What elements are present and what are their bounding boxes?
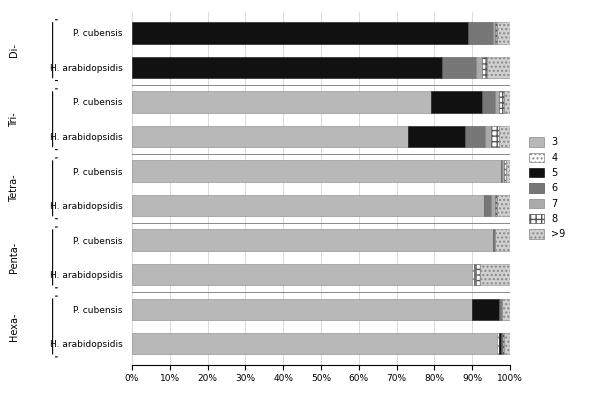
Bar — [505, 333, 510, 354]
Bar — [499, 91, 505, 113]
Bar — [499, 126, 510, 147]
Bar — [132, 91, 431, 113]
Bar — [505, 91, 510, 113]
Bar — [132, 333, 497, 354]
Bar — [484, 195, 491, 216]
Bar — [495, 195, 497, 216]
Text: Tri-: Tri- — [8, 112, 19, 127]
Bar — [506, 160, 510, 182]
Bar — [499, 298, 500, 320]
Legend: 3, 4, 5, 6, 7, 8, >9: 3, 4, 5, 6, 7, 8, >9 — [526, 134, 569, 242]
Bar — [132, 22, 469, 44]
Bar — [132, 229, 493, 251]
Bar — [497, 22, 510, 44]
Bar — [464, 126, 485, 147]
Bar — [497, 195, 510, 216]
Bar — [495, 229, 510, 251]
Bar — [132, 57, 442, 78]
Bar — [491, 126, 499, 147]
Bar — [476, 264, 480, 286]
Bar — [408, 126, 464, 147]
Bar — [500, 160, 502, 182]
Bar — [482, 57, 487, 78]
Bar — [502, 333, 505, 354]
Bar — [487, 57, 510, 78]
Bar — [491, 195, 495, 216]
Bar — [495, 22, 497, 44]
Bar — [482, 91, 495, 113]
Bar — [480, 264, 510, 286]
Bar — [132, 195, 484, 216]
Bar — [476, 57, 482, 78]
Bar — [132, 160, 500, 182]
Bar — [132, 126, 408, 147]
Bar — [472, 264, 474, 286]
Bar — [500, 298, 502, 320]
Bar — [469, 22, 493, 44]
Bar — [505, 160, 506, 182]
Bar — [132, 264, 472, 286]
Bar — [500, 333, 502, 354]
Bar — [442, 57, 476, 78]
Bar — [502, 160, 505, 182]
Bar — [502, 298, 510, 320]
Bar — [499, 333, 500, 354]
Bar — [474, 264, 476, 286]
Bar — [431, 91, 482, 113]
Text: Di-: Di- — [8, 43, 19, 57]
Bar — [497, 333, 499, 354]
Bar — [495, 91, 499, 113]
Bar — [132, 298, 472, 320]
Bar — [472, 298, 499, 320]
Text: Tetra-: Tetra- — [8, 175, 19, 202]
Bar — [493, 22, 495, 44]
Text: Penta-: Penta- — [8, 242, 19, 273]
Bar — [493, 229, 495, 251]
Bar — [485, 126, 491, 147]
Text: Hexa-: Hexa- — [8, 312, 19, 341]
